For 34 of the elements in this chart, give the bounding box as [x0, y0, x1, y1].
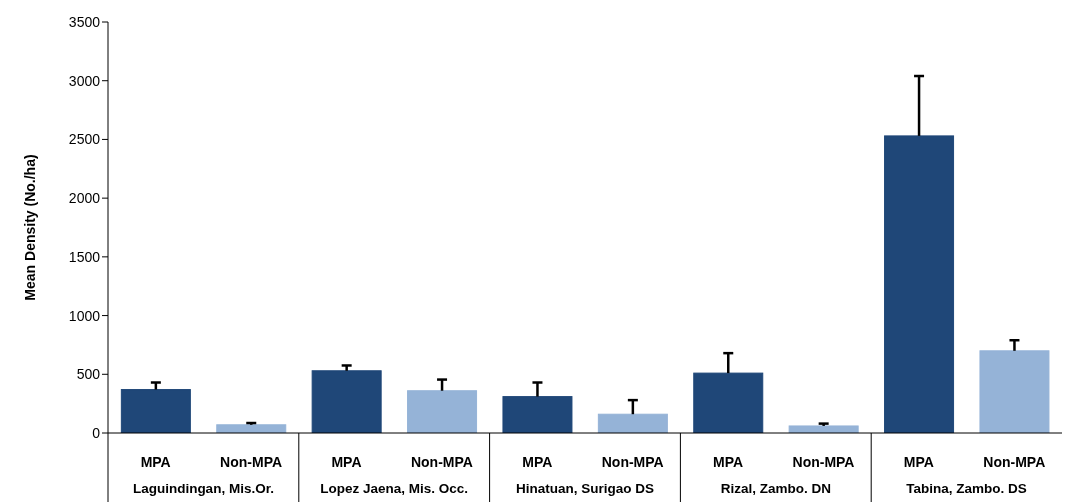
bar: [407, 390, 478, 433]
bar: [502, 396, 573, 433]
bar: [597, 413, 668, 433]
x-tick-label: Non-MPA: [220, 454, 283, 470]
y-tick-label: 2500: [68, 131, 101, 148]
y-tick-label: 3500: [68, 13, 101, 30]
bar: [216, 424, 287, 433]
y-axis-title: Mean Density (No./ha): [21, 154, 38, 301]
text: Rizal, Zambo. DN: [720, 481, 831, 496]
x-tick-label: MPA: [331, 454, 362, 470]
bar: [884, 135, 955, 433]
bar: [311, 370, 382, 433]
y-tick-label: 2000: [68, 190, 101, 207]
text: Laguindingan, Mis.Or.: [132, 481, 274, 496]
x-tick-label: Non-MPA: [410, 454, 473, 470]
y-tick-label: 1000: [68, 307, 101, 324]
x-tick-label: MPA: [713, 454, 744, 470]
bar: [693, 372, 764, 433]
text: Tabina, Zambo. DS: [906, 481, 1027, 496]
text: Hinatuan, Surigao DS: [515, 481, 655, 496]
x-tick-label: MPA: [903, 454, 934, 470]
y-tick-label: 0: [92, 424, 101, 441]
y-tick-label: 3000: [68, 72, 101, 89]
x-tick-label: Non-MPA: [983, 454, 1046, 470]
x-tick-label: MPA: [140, 454, 171, 470]
x-tick-label: Non-MPA: [601, 454, 664, 470]
x-tick-label: Non-MPA: [792, 454, 855, 470]
bar: [120, 389, 191, 433]
y-tick-label: 500: [76, 366, 101, 383]
bar: [788, 425, 859, 433]
text: Lopez Jaena, Mis. Occ.: [320, 481, 469, 496]
bar: [979, 350, 1050, 433]
y-tick-label: 1500: [68, 248, 101, 265]
x-tick-label: MPA: [522, 454, 553, 470]
